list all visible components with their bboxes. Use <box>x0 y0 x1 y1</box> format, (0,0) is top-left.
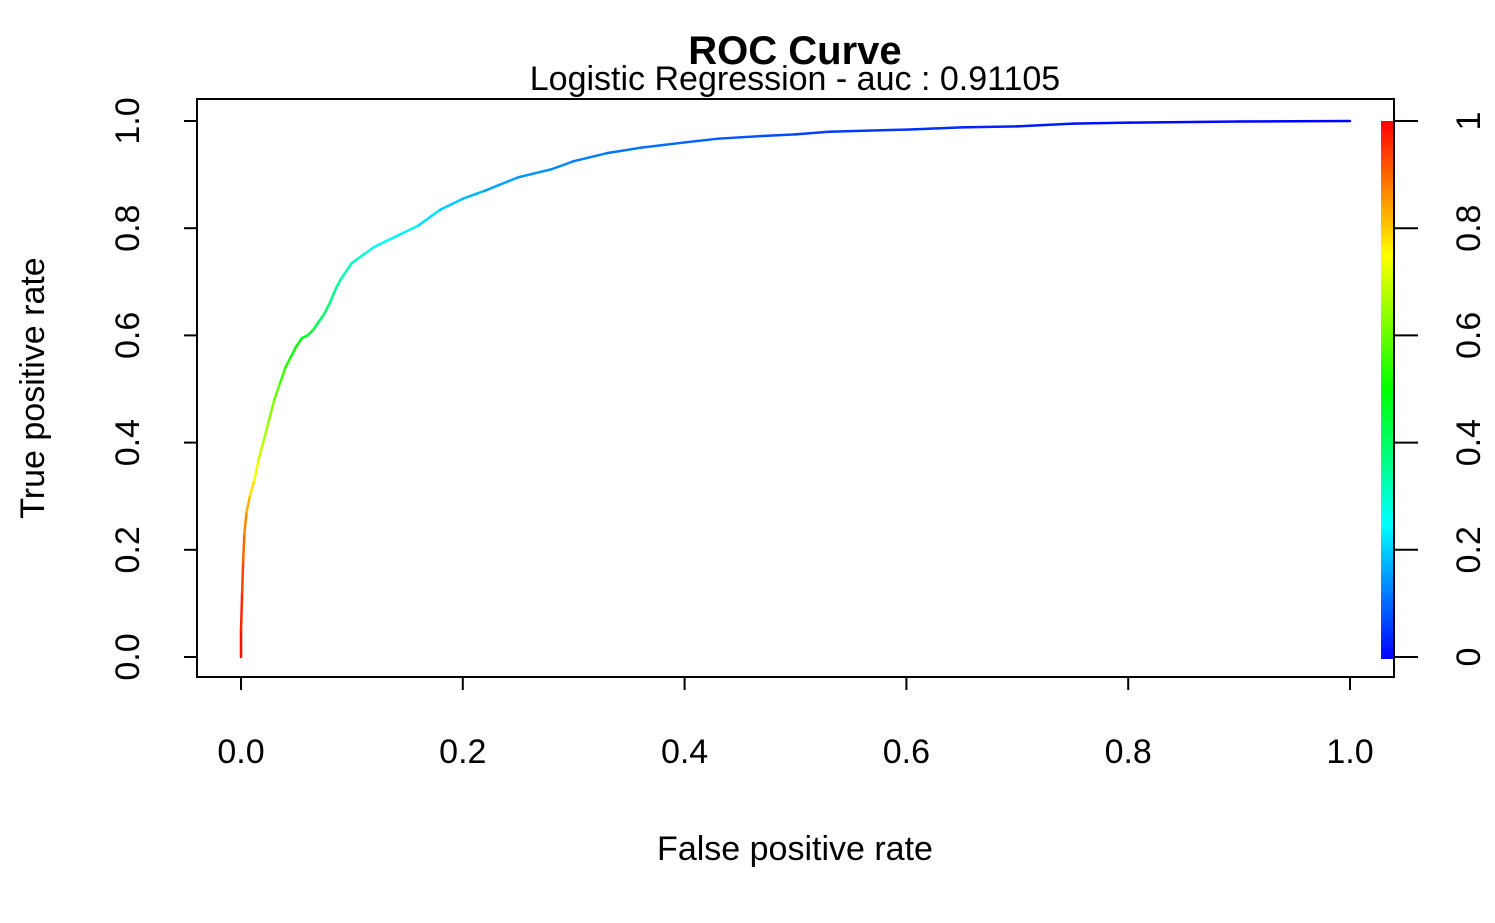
x-axis-label: False positive rate <box>657 830 933 868</box>
plot-frame <box>196 98 1395 678</box>
roc-curve-segment <box>960 125 1019 129</box>
roc-curve-segment <box>245 494 252 514</box>
roc-curve-segment <box>1016 122 1074 128</box>
roc-curve-segment <box>240 559 245 594</box>
roc-curve-segment <box>905 126 964 131</box>
colorbar-axis: 0 0.2 0.4 0.6 0.8 1 <box>1393 112 1488 667</box>
x-tick-label: 0.8 <box>1105 733 1152 771</box>
y-tick-label: 0.6 <box>109 312 147 359</box>
roc-curve-segment <box>395 224 420 238</box>
roc-curve-segment <box>239 591 244 632</box>
roc-curve-segment <box>361 245 376 257</box>
roc-curve-segment <box>334 277 343 292</box>
roc-curve-segment <box>517 167 553 179</box>
x-tick-label: 0.2 <box>439 733 486 771</box>
x-tick-label: 1.0 <box>1326 733 1373 771</box>
roc-curve-segment <box>257 441 265 460</box>
roc-curve-segment <box>1237 119 1352 123</box>
roc-curve-segment <box>794 130 831 136</box>
roc-curve-segment <box>760 133 797 138</box>
roc-curve-segment <box>439 197 465 211</box>
roc-curve-segment <box>1071 121 1130 125</box>
chart-title: ROC Curve <box>688 29 901 73</box>
roc-curve-segment <box>328 288 337 305</box>
roc-curve-segment <box>273 382 282 401</box>
roc-curve-segment <box>278 366 287 385</box>
roc-curve-segment <box>248 478 256 498</box>
roc-curve-segment <box>461 189 487 200</box>
roc-curve-segment <box>322 301 331 316</box>
colorbar <box>1381 121 1394 659</box>
chart-subtitle: Logistic Regression - auc : 0.91105 <box>530 60 1060 98</box>
roc-curve <box>239 119 1352 659</box>
roc-curve-segment <box>350 253 365 265</box>
roc-curve-segment <box>339 261 354 281</box>
roc-curve-segment <box>417 208 442 227</box>
roc-curve-segment <box>372 234 398 249</box>
roc-curve-segment <box>306 328 315 337</box>
roc-curve-segment <box>638 141 686 150</box>
roc-curve-segment <box>284 355 293 369</box>
y-tick-label: 1.0 <box>109 97 147 144</box>
colorbar-tick-label: 0.6 <box>1450 312 1488 359</box>
roc-curve-segment <box>572 151 609 163</box>
roc-curve-segment <box>267 398 276 423</box>
roc-curve-segment <box>605 146 642 155</box>
y-axis: 0.0 0.2 0.4 0.6 0.8 1.0 <box>109 97 198 681</box>
x-tick-label: 0.6 <box>883 733 930 771</box>
x-tick-label: 0.4 <box>661 733 708 771</box>
roc-curve-segment <box>241 532 246 562</box>
roc-curve-segment <box>253 457 260 482</box>
roc-curve-segment <box>289 344 298 359</box>
x-tick-label: 0.0 <box>217 733 264 771</box>
roc-curve-segment <box>683 137 720 144</box>
roc-curve-segment <box>317 312 326 324</box>
roc-curve-segment <box>1126 120 1241 124</box>
roc-curve-segment <box>295 336 304 348</box>
roc-curve-segment <box>716 134 764 140</box>
x-axis: 0.0 0.2 0.4 0.6 0.8 1.0 <box>217 676 1374 771</box>
roc-curve-segment <box>550 159 575 171</box>
y-tick-label: 0.0 <box>109 633 147 680</box>
roc-curve-segment <box>311 320 320 332</box>
y-tick-label: 0.2 <box>109 526 147 573</box>
colorbar-tick-label: 1 <box>1450 112 1488 131</box>
y-tick-label: 0.8 <box>109 205 147 252</box>
roc-curve-segment <box>243 511 248 535</box>
colorbar-tick-label: 0 <box>1450 648 1488 667</box>
y-axis-label: True positive rate <box>14 257 52 518</box>
y-tick-label: 0.4 <box>109 419 147 466</box>
roc-curve-segment <box>261 419 270 444</box>
roc-curve-segment <box>483 176 520 192</box>
colorbar-tick-label: 0.2 <box>1450 526 1488 573</box>
colorbar-tick-label: 0.8 <box>1450 205 1488 252</box>
roc-curve-segment <box>827 128 908 133</box>
colorbar-tick-label: 0.4 <box>1450 419 1488 466</box>
